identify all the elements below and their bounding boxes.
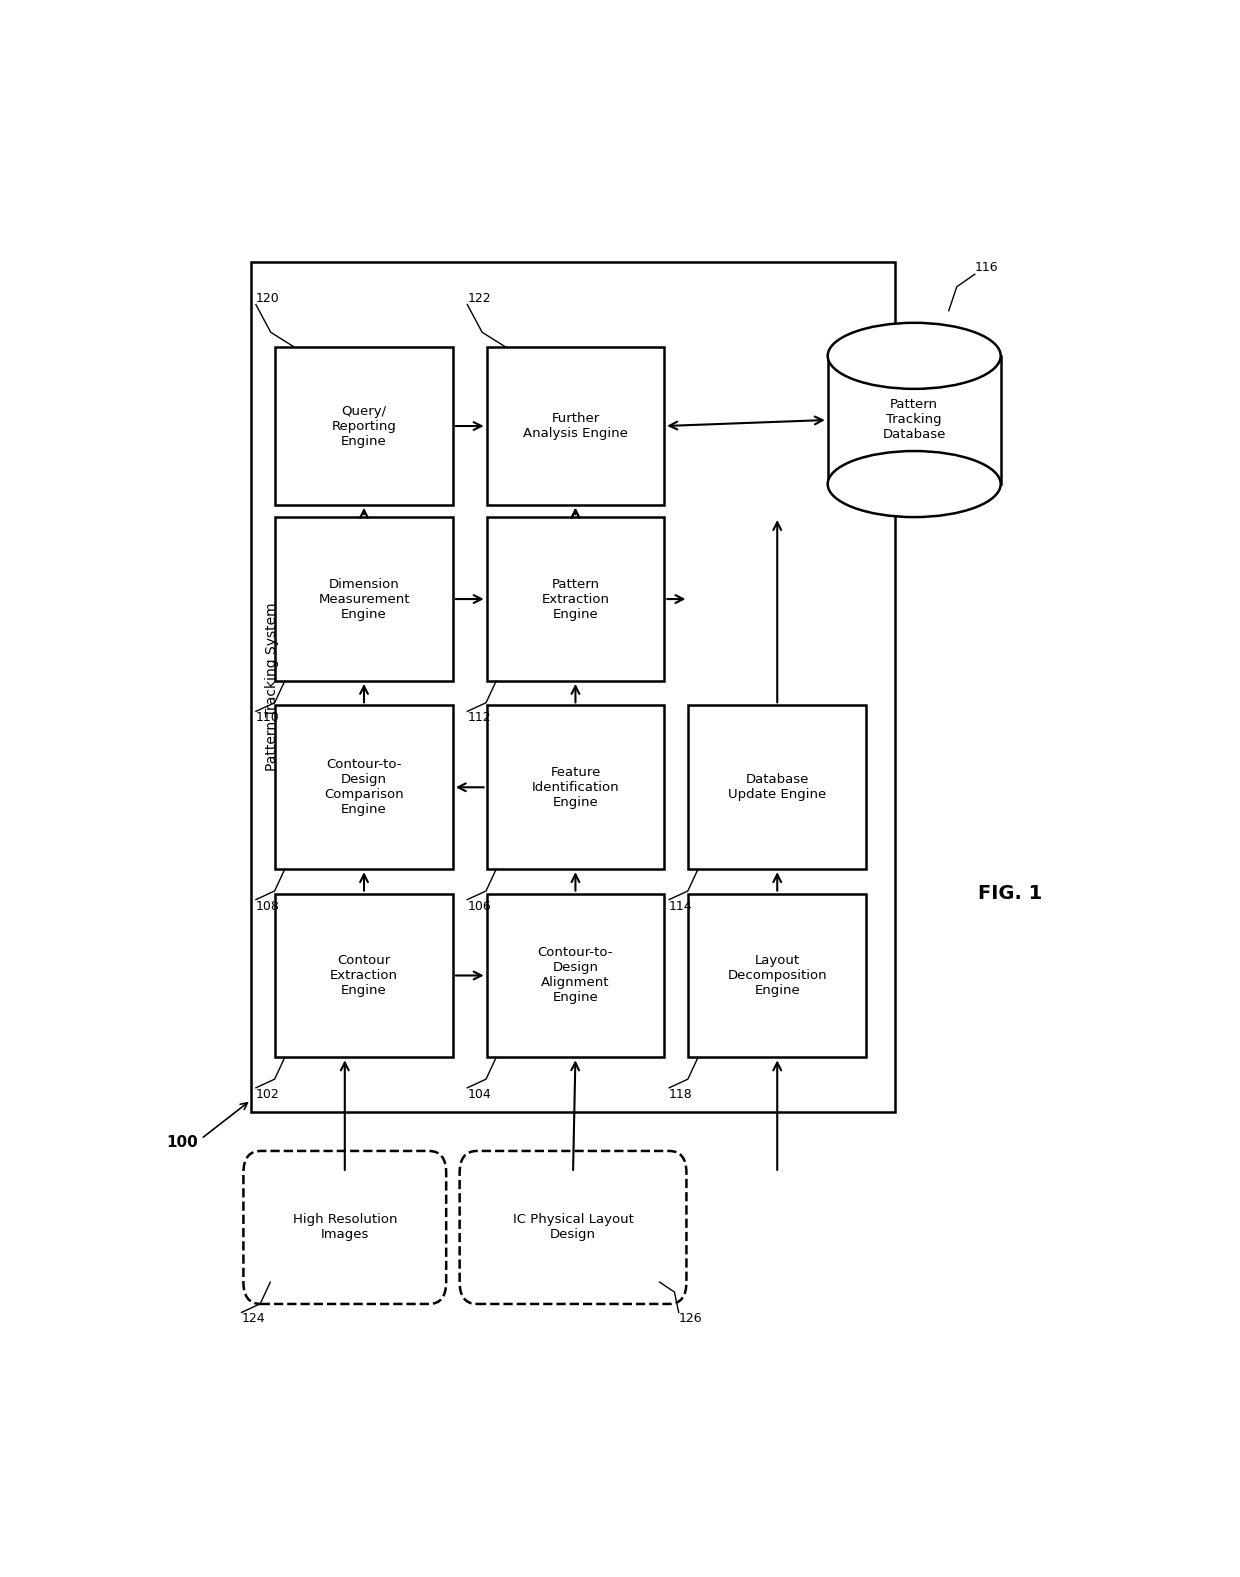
Text: 118: 118 xyxy=(670,1088,693,1101)
Text: Pattern
Tracking
Database: Pattern Tracking Database xyxy=(883,399,946,442)
FancyBboxPatch shape xyxy=(486,517,665,681)
Text: Dimension
Measurement
Engine: Dimension Measurement Engine xyxy=(319,577,409,621)
Text: High Resolution
Images: High Resolution Images xyxy=(293,1213,397,1241)
FancyBboxPatch shape xyxy=(486,894,665,1058)
Text: 106: 106 xyxy=(467,899,491,913)
Text: Pattern
Extraction
Engine: Pattern Extraction Engine xyxy=(542,577,609,621)
FancyBboxPatch shape xyxy=(486,347,665,505)
Text: 102: 102 xyxy=(255,1088,280,1101)
Text: 114: 114 xyxy=(670,899,693,913)
FancyBboxPatch shape xyxy=(688,705,866,869)
Text: 126: 126 xyxy=(678,1312,702,1325)
Text: Layout
Decomposition
Engine: Layout Decomposition Engine xyxy=(728,954,827,997)
FancyBboxPatch shape xyxy=(243,1151,446,1304)
Bar xyxy=(828,356,1001,484)
Text: Contour
Extraction
Engine: Contour Extraction Engine xyxy=(330,954,398,997)
Text: Query/
Reporting
Engine: Query/ Reporting Engine xyxy=(331,405,397,448)
Ellipse shape xyxy=(827,323,1001,390)
Text: FIG. 1: FIG. 1 xyxy=(978,885,1043,904)
Text: 122: 122 xyxy=(467,292,491,304)
Text: Feature
Identification
Engine: Feature Identification Engine xyxy=(532,766,619,809)
FancyBboxPatch shape xyxy=(486,705,665,869)
Text: 100: 100 xyxy=(166,1135,198,1150)
Text: Database
Update Engine: Database Update Engine xyxy=(728,773,826,801)
FancyBboxPatch shape xyxy=(275,894,453,1058)
Text: 124: 124 xyxy=(242,1312,265,1325)
Text: 104: 104 xyxy=(467,1088,491,1101)
FancyBboxPatch shape xyxy=(275,517,453,681)
FancyBboxPatch shape xyxy=(688,894,866,1058)
Text: IC Physical Layout
Design: IC Physical Layout Design xyxy=(512,1213,634,1241)
Text: 120: 120 xyxy=(255,292,280,304)
Text: 108: 108 xyxy=(255,899,280,913)
Text: Contour-to-
Design
Alignment
Engine: Contour-to- Design Alignment Engine xyxy=(538,946,614,1005)
Ellipse shape xyxy=(827,451,1001,517)
Bar xyxy=(250,262,895,1112)
Text: 116: 116 xyxy=(975,262,998,274)
FancyBboxPatch shape xyxy=(460,1151,687,1304)
Text: Pattern Tracking System: Pattern Tracking System xyxy=(265,602,279,771)
FancyBboxPatch shape xyxy=(275,705,453,869)
Text: Contour-to-
Design
Comparison
Engine: Contour-to- Design Comparison Engine xyxy=(324,759,404,817)
Text: 110: 110 xyxy=(255,711,280,724)
Text: 112: 112 xyxy=(467,711,491,724)
Text: Further
Analysis Engine: Further Analysis Engine xyxy=(523,412,627,440)
FancyBboxPatch shape xyxy=(275,347,453,505)
